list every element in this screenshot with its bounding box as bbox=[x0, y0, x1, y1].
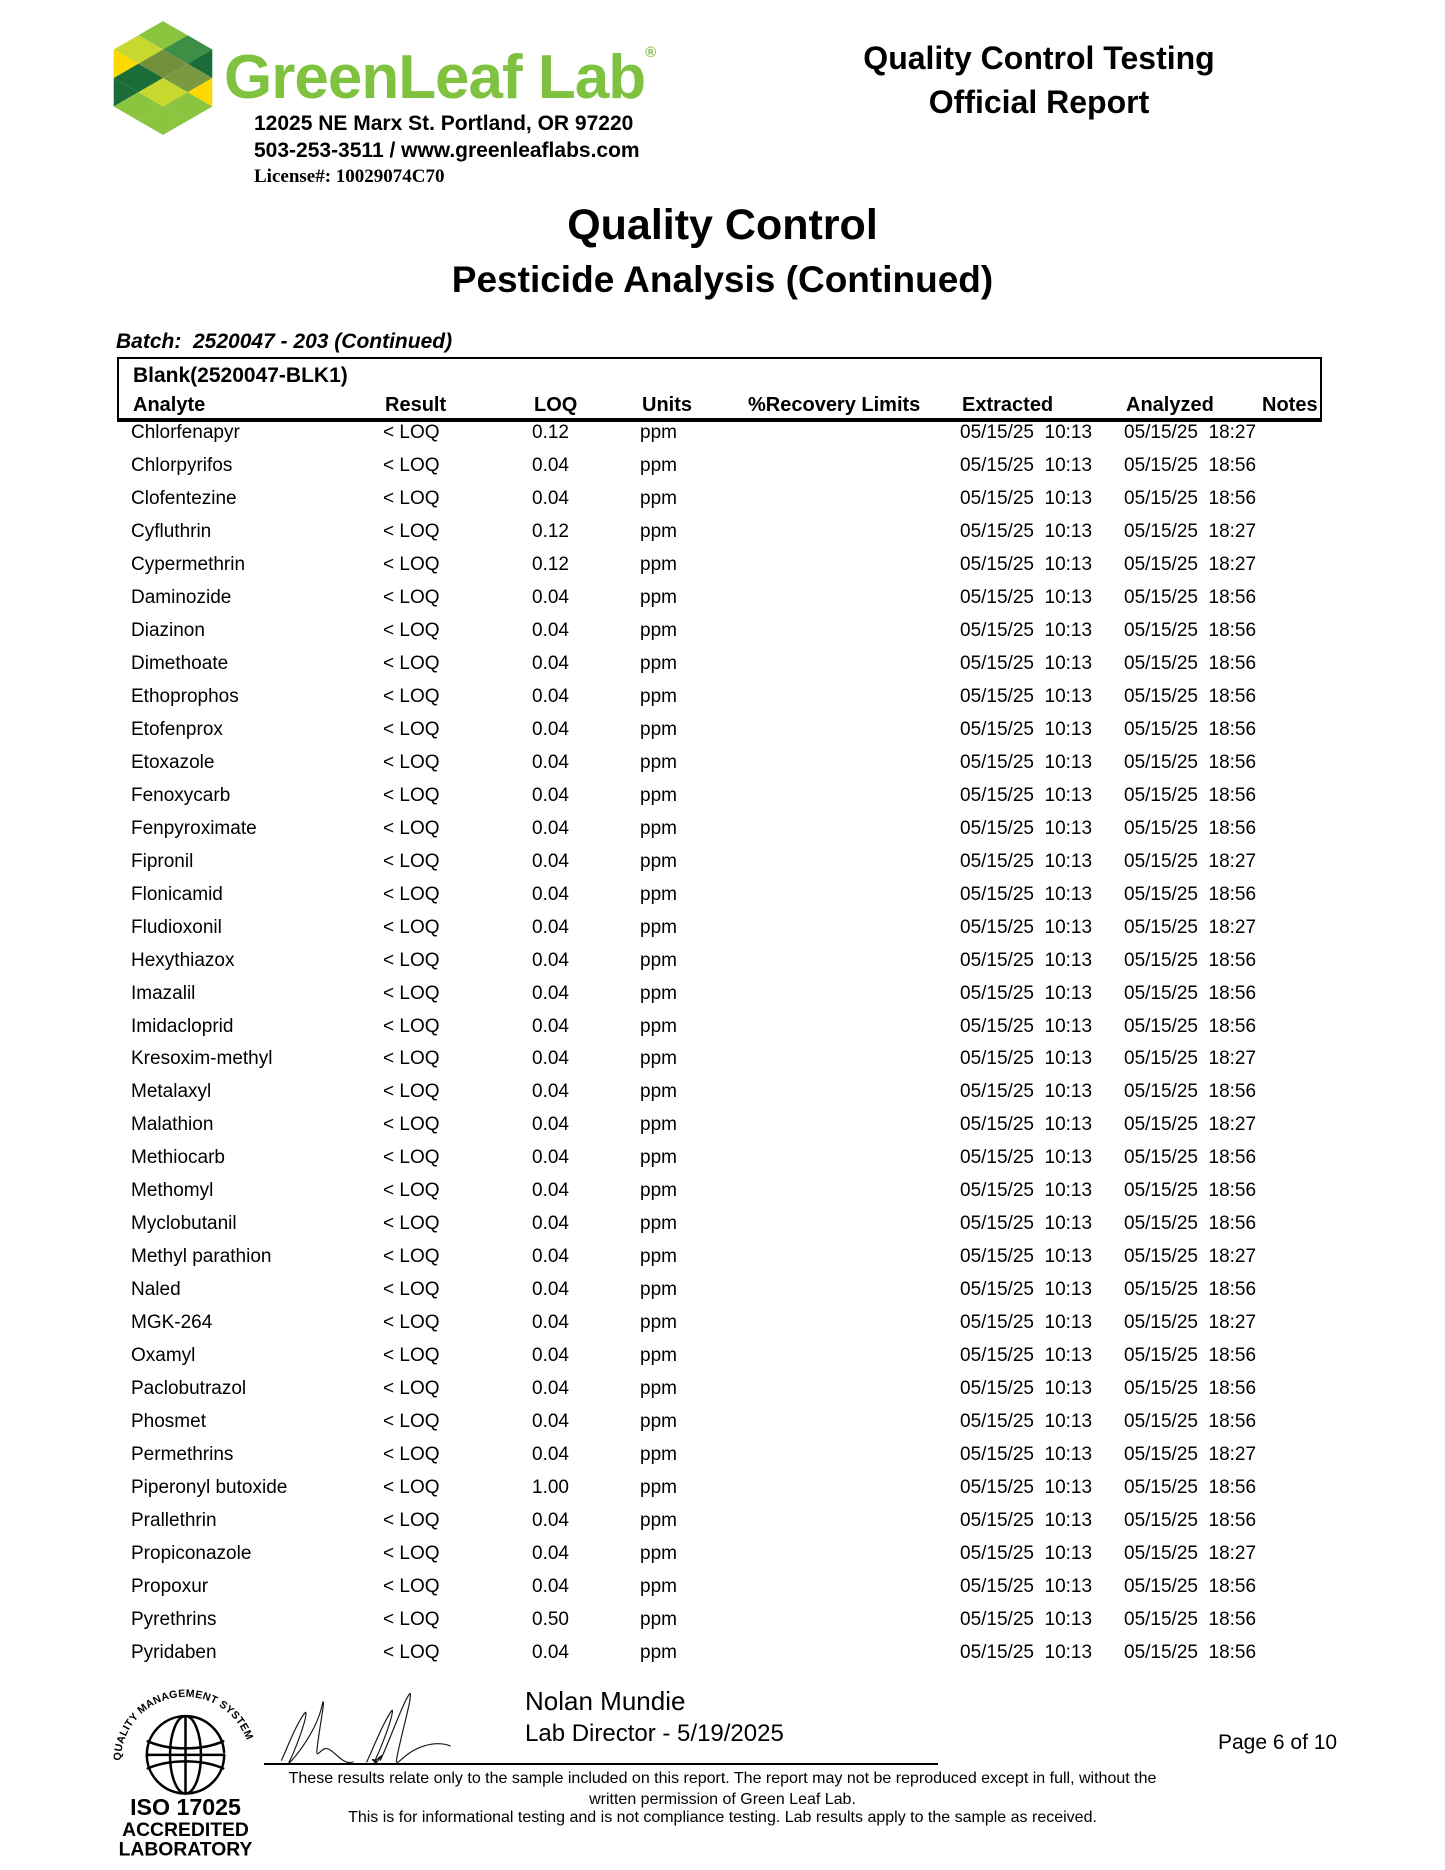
svg-text:QUALITY MANAGEMENT SYSTEM: QUALITY MANAGEMENT SYSTEM bbox=[113, 1688, 255, 1761]
svg-text:LABORATORY: LABORATORY bbox=[119, 1839, 253, 1857]
